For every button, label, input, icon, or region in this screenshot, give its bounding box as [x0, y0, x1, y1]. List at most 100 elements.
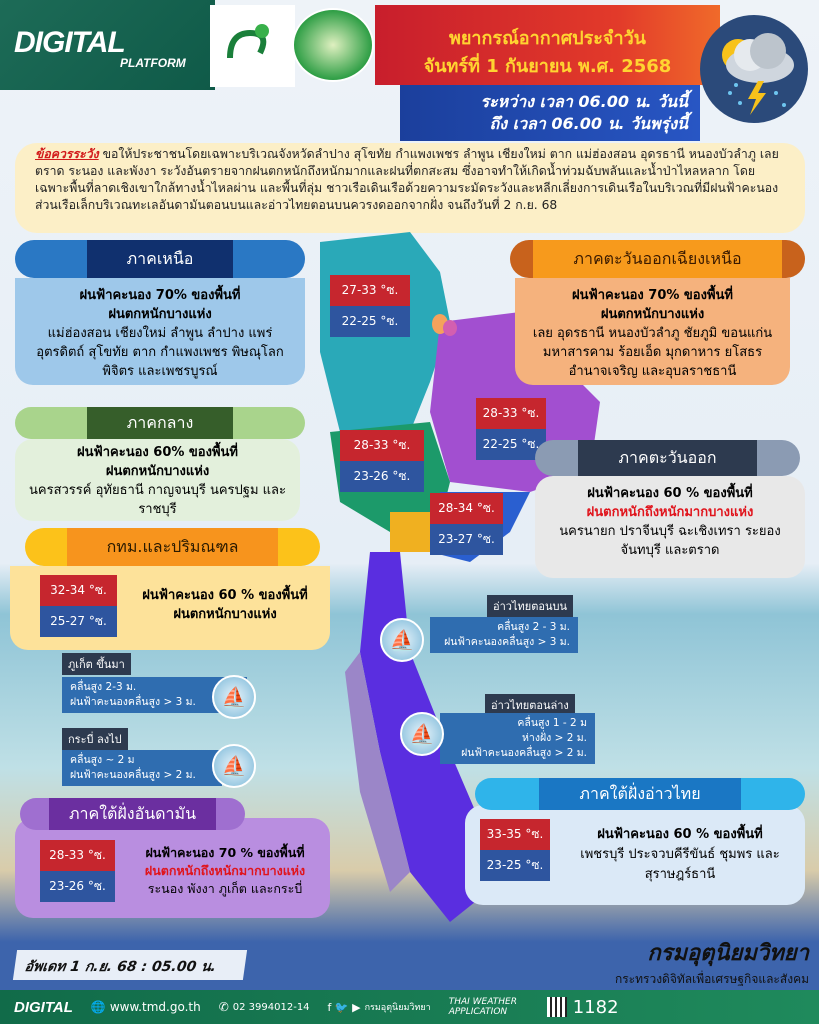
globe-icon: 🌐	[90, 1000, 106, 1014]
north-temperature: 27-33 °ซ. 22-25 °ซ.	[330, 275, 410, 337]
northeast-title: ภาคตะวันออกเฉียงเหนือ	[533, 240, 782, 278]
east-body: ฝนฟ้าคะนอง 60 % ของพื้นที่ ฝนตกหนักถึงหน…	[535, 476, 805, 578]
central-detail: ฝนตกหนักบางแห่ง	[105, 464, 210, 479]
gulf-south-rain: ฝนฟ้าคะนอง 60 % ของพื้นที่	[597, 827, 763, 842]
ship-icon: ⛵	[212, 675, 256, 719]
andaman-temp-high: 28-33 °ซ.	[40, 840, 115, 871]
andaman-temperature: 28-33 °ซ. 23-26 °ซ.	[40, 840, 115, 902]
digital-platform-logo: DIGITAL	[14, 26, 126, 59]
butterfly-icon	[432, 314, 457, 336]
gulf-south-temp-high: 33-35 °ซ.	[480, 819, 550, 850]
warning-text: ขอให้ประชาชนโดยเฉพาะบริเวณจังหวัดลำปาง ส…	[35, 147, 779, 212]
forecast-date: จันทร์ที่ 1 กันยายน พ.ศ. 2568	[423, 56, 672, 77]
northeast-body: ฝนฟ้าคะนอง 70% ของพื้นที่ ฝนตกหนักบางแห่…	[515, 278, 790, 385]
app-link[interactable]: THAI WEATHER APPLICATION	[448, 997, 517, 1017]
tmd-seal	[292, 8, 374, 82]
east-temperature: 28-34 °ซ. 23-27 °ซ.	[430, 493, 503, 555]
digital-platform-logo-sub: PLATFORM	[120, 56, 186, 70]
upper-gulf-wave: คลื่นสูง 2 - 3 ม.	[497, 621, 570, 633]
bangkok-temp-low: 25-27 °ซ.	[40, 606, 117, 637]
qr-code-icon	[546, 997, 567, 1017]
bangkok-temp-high: 32-34 °ซ.	[40, 575, 117, 606]
phone-icon: ✆	[218, 1000, 229, 1014]
warning-label: ข้อควรระวัง	[35, 147, 99, 161]
krabi-down-storm-wave: ฝนฟ้าคะนองคลื่นสูง > 2 ม.	[70, 769, 196, 781]
andaman-temp-low: 23-26 °ซ.	[40, 871, 115, 902]
ministry-logo	[210, 5, 295, 87]
central-areas: นครสวรรค์ อุทัยธานี กาญจนบุรี นครปฐม และ…	[29, 483, 286, 517]
central-header: ภาคกลาง	[15, 407, 305, 439]
lower-gulf-wave: คลื่นสูง 1 - 2 ม	[517, 717, 587, 729]
northeast-detail: ฝนตกหนักบางแห่ง	[600, 307, 705, 322]
andaman-detail: ฝนตกหนักถึงหนักมากบางแห่ง	[144, 863, 306, 878]
bangkok-detail: ฝนตกหนักบางแห่ง	[173, 607, 277, 622]
bangkok-title: กทม.และปริมณฑล	[66, 528, 279, 566]
central-body: ฝนฟ้าคะนอง 60% ของพื้นที่ ฝนตกหนักบางแห่…	[15, 439, 300, 521]
period-end: ถึง เวลา 06.00 น. วันพรุ่งนี้	[489, 114, 688, 133]
footer: DIGITAL 🌐 www.tmd.go.th ✆ 02 3994012-14 f …	[0, 990, 819, 1024]
east-header: ภาคตะวันออก	[535, 440, 800, 476]
central-temp-high: 28-33 °ซ.	[340, 430, 424, 461]
northeast-temperature: 28-33 °ซ. 22-25 °ซ.	[476, 398, 546, 460]
andaman-areas: ระนอง พังงา ภูเก็ต และกระบี่	[147, 881, 303, 896]
lower-gulf-info: คลื่นสูง 1 - 2 มห่างฝั่ง > 2 ม. ฝนฟ้าคะนอ…	[440, 713, 595, 764]
north-detail: ฝนตกหนักบางแห่ง	[108, 307, 212, 322]
social-icons[interactable]: f 🐦 ▶	[327, 1000, 361, 1014]
map-andaman	[345, 652, 410, 892]
title-banner: พยากรณ์อากาศประจำวัน จันทร์ที่ 1 กันยายน…	[375, 5, 720, 85]
agency-ministry: กระทรวงดิจิทัลเพื่อเศรษฐกิจและสังคม	[614, 972, 809, 986]
upper-gulf-storm-wave: ฝนฟ้าคะนองคลื่นสูง > 3 ม.	[444, 636, 570, 648]
lower-gulf-offshore: ห่างฝั่ง > 2 ม.	[522, 732, 587, 744]
thunderstorm-icon	[700, 15, 808, 123]
update-time: อัพเดท 1 ก.ย. 68 : 05.00 น.	[12, 950, 248, 980]
andaman-title: ภาคใต้ฝั่งอันดามัน	[48, 798, 217, 830]
krabi-down-title: กระบี่ ลงไป	[62, 728, 128, 750]
east-rain: ฝนฟ้าคะนอง 60 % ของพื้นที่	[587, 486, 753, 501]
north-title: ภาคเหนือ	[86, 240, 234, 278]
website-link[interactable]: www.tmd.go.th	[109, 1000, 201, 1014]
east-areas: นครนายก ปราจีนบุรี ฉะเชิงเทรา ระยอง จันท…	[559, 524, 781, 558]
period-start: ระหว่าง เวลา 06.00 น. วันนี้	[480, 92, 688, 111]
social-name: กรมอุตุนิยมวิทยา	[364, 1003, 431, 1013]
east-temp-high: 28-34 °ซ.	[430, 493, 503, 524]
phuket-up-storm-wave: ฝนฟ้าคะนองคลื่นสูง > 3 ม.	[70, 696, 196, 708]
lower-gulf-storm-wave: ฝนฟ้าคะนองคลื่นสูง > 2 ม.	[461, 747, 587, 759]
northeast-temp-high: 28-33 °ซ.	[476, 398, 546, 429]
bangkok-rain: ฝนฟ้าคะนอง 60 % ของพื้นที่	[142, 588, 308, 603]
agency: กรมอุตุนิยมวิทยา กระทรวงดิจิทัลเพื่อเศรษ…	[615, 935, 809, 989]
krabi-down-info: คลื่นสูง ~ 2 มฝนฟ้าคะนองคลื่นสูง > 2 ม.	[62, 750, 222, 786]
forecast-period: ระหว่าง เวลา 06.00 น. วันนี้ ถึง เวลา 06…	[400, 85, 700, 141]
north-rain: ฝนฟ้าคะนอง 70% ของพื้นที่	[79, 288, 241, 303]
phuket-up-wave: คลื่นสูง 2-3 ม.	[70, 681, 137, 693]
central-title: ภาคกลาง	[86, 407, 234, 439]
forecast-title: พยากรณ์อากาศประจำวัน	[449, 28, 646, 49]
central-rain: ฝนฟ้าคะนอง 60% ของพื้นที่	[77, 445, 238, 460]
north-temp-low: 22-25 °ซ.	[330, 306, 410, 337]
upper-gulf-info: คลื่นสูง 2 - 3 ม. ฝนฟ้าคะนองคลื่นสูง > 3 …	[430, 617, 578, 653]
andaman-body: 28-33 °ซ. 23-26 °ซ. ฝนฟ้าคะนอง 70 % ของพื…	[15, 818, 330, 918]
gulf-south-temperature: 33-35 °ซ. 23-25 °ซ.	[480, 819, 550, 881]
andaman-rain: ฝนฟ้าคะนอง 70 % ของพื้นที่	[145, 845, 305, 860]
gulf-south-areas: เพชรบุรี ประจวบคีรีขันธ์ ชุมพร และสุราษฎ…	[580, 847, 780, 882]
warning-box: ข้อควรระวัง ขอให้ประชาชนโดยเฉพาะบริเวณจั…	[15, 143, 805, 233]
north-areas: แม่ฮ่องสอน เชียงใหม่ ลำพูน ลำปาง แพร่ อุ…	[36, 326, 284, 379]
map-bangkok	[390, 512, 440, 552]
gulf-south-temp-low: 23-25 °ซ.	[480, 850, 550, 881]
bangkok-body: 32-34 °ซ. 25-27 °ซ. ฝนฟ้าคะนอง 60 % ของพื…	[10, 566, 330, 650]
phone-number[interactable]: 02 3994012-14	[232, 1001, 310, 1013]
north-header: ภาคเหนือ	[15, 240, 305, 278]
krabi-down-wave: คลื่นสูง ~ 2 ม	[70, 754, 135, 766]
gulf-south-title: ภาคใต้ฝั่งอ่าวไทย	[539, 778, 741, 810]
east-detail: ฝนตกหนักถึงหนักมากบางแห่ง	[586, 505, 754, 520]
gulf-south-header: ภาคใต้ฝั่งอ่าวไทย	[475, 778, 805, 810]
northeast-areas: เลย อุดรธานี หนองบัวลำภู ชัยภูมิ ขอนแก่น…	[532, 326, 773, 379]
footer-brand: DIGITAL	[14, 998, 73, 1016]
north-temp-high: 27-33 °ซ.	[330, 275, 410, 306]
agency-name: กรมอุตุนิยมวิทยา	[647, 941, 809, 966]
lower-gulf-title: อ่าวไทยตอนล่าง	[485, 694, 575, 716]
ship-icon: ⛵	[380, 618, 424, 662]
digital-platform-banner: DIGITAL PLATFORM	[0, 0, 215, 90]
northeast-temp-low: 22-25 °ซ.	[476, 429, 546, 460]
east-temp-low: 23-27 °ซ.	[430, 524, 503, 555]
andaman-header: ภาคใต้ฝั่งอันดามัน	[20, 798, 245, 830]
